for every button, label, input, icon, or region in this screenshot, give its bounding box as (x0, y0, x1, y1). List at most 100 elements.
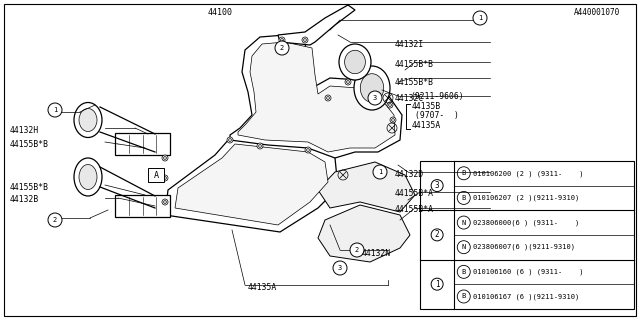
FancyBboxPatch shape (148, 168, 164, 182)
Text: 010106200 (2 ) (9311-    ): 010106200 (2 ) (9311- ) (473, 170, 583, 177)
Polygon shape (165, 138, 338, 232)
Text: 44155B*A: 44155B*A (395, 189, 434, 198)
Circle shape (48, 213, 62, 227)
Text: 023806007(6 )(9211-9310): 023806007(6 )(9211-9310) (473, 244, 575, 251)
Circle shape (392, 118, 394, 122)
Ellipse shape (354, 66, 390, 110)
Text: 2: 2 (435, 230, 440, 239)
Text: 1: 1 (435, 280, 440, 289)
Text: B: B (461, 170, 466, 176)
Text: 010106167 (6 )(9211-9310): 010106167 (6 )(9211-9310) (473, 293, 579, 300)
Ellipse shape (344, 50, 365, 74)
Circle shape (473, 11, 487, 25)
Polygon shape (175, 144, 328, 225)
Text: A440001070: A440001070 (573, 7, 620, 17)
Text: 44155B*B: 44155B*B (395, 60, 434, 68)
Text: 44132H: 44132H (10, 125, 39, 134)
Text: (9211-9606): (9211-9606) (410, 92, 463, 100)
Bar (420, 161, 634, 309)
Circle shape (228, 139, 232, 141)
Text: 010106207 (2 )(9211-9310): 010106207 (2 )(9211-9310) (473, 195, 579, 201)
Text: 44132B: 44132B (10, 196, 39, 204)
Bar (115, 133, 170, 155)
Text: 44132N: 44132N (362, 249, 391, 258)
Polygon shape (230, 35, 402, 158)
Text: N: N (461, 244, 466, 250)
Circle shape (368, 91, 382, 105)
Circle shape (307, 148, 310, 151)
Ellipse shape (79, 164, 97, 189)
Text: 3: 3 (338, 265, 342, 271)
Text: 44132I: 44132I (395, 39, 424, 49)
Circle shape (387, 102, 393, 108)
Ellipse shape (74, 102, 102, 138)
Text: 44135A: 44135A (248, 284, 277, 292)
Text: 44155B*B: 44155B*B (395, 77, 434, 86)
Ellipse shape (79, 108, 97, 132)
Polygon shape (318, 162, 415, 212)
Circle shape (280, 38, 284, 42)
Text: A: A (154, 171, 159, 180)
Circle shape (457, 167, 470, 180)
Circle shape (162, 155, 168, 161)
Circle shape (333, 261, 347, 275)
Ellipse shape (360, 74, 384, 102)
Circle shape (279, 37, 285, 43)
Text: 44155B*B: 44155B*B (10, 140, 49, 148)
Circle shape (259, 145, 262, 148)
Circle shape (163, 201, 166, 204)
Circle shape (163, 156, 166, 159)
Text: 3: 3 (435, 181, 440, 190)
Circle shape (162, 199, 168, 205)
Circle shape (325, 95, 331, 101)
Circle shape (48, 103, 62, 117)
Bar (115, 195, 170, 217)
Circle shape (305, 147, 311, 153)
Circle shape (302, 37, 308, 43)
Text: 44135A: 44135A (412, 121, 441, 130)
Circle shape (227, 137, 233, 143)
Circle shape (373, 165, 387, 179)
Text: 3: 3 (373, 95, 377, 101)
Text: 44132D: 44132D (395, 170, 424, 179)
Circle shape (457, 265, 470, 278)
Circle shape (457, 191, 470, 204)
Text: B: B (461, 269, 466, 275)
Circle shape (431, 229, 443, 241)
Text: 2: 2 (280, 45, 284, 51)
Circle shape (457, 241, 470, 254)
Circle shape (350, 243, 364, 257)
Circle shape (326, 97, 330, 100)
Polygon shape (238, 42, 395, 152)
Circle shape (346, 81, 349, 84)
Text: (9707-  ): (9707- ) (415, 110, 459, 119)
Text: 44155B*B: 44155B*B (10, 182, 49, 191)
Text: 44100: 44100 (207, 7, 232, 17)
Text: 023806000(6 ) (9311-    ): 023806000(6 ) (9311- ) (473, 219, 579, 226)
Text: 1: 1 (53, 107, 57, 113)
Text: 1: 1 (478, 15, 482, 21)
Circle shape (257, 143, 263, 149)
Circle shape (431, 278, 443, 290)
Ellipse shape (74, 158, 102, 196)
Text: B: B (461, 195, 466, 201)
Text: 44132C: 44132C (395, 93, 424, 102)
Text: 2: 2 (355, 247, 359, 253)
Circle shape (457, 216, 470, 229)
Polygon shape (318, 205, 410, 262)
Circle shape (163, 177, 166, 180)
Circle shape (431, 180, 443, 192)
Circle shape (390, 117, 396, 123)
Text: B: B (461, 293, 466, 300)
Circle shape (275, 41, 289, 55)
Polygon shape (278, 5, 355, 45)
Circle shape (457, 290, 470, 303)
Circle shape (345, 79, 351, 85)
Text: 1: 1 (378, 169, 382, 175)
Circle shape (303, 38, 307, 42)
Circle shape (388, 103, 392, 107)
Text: N: N (461, 220, 466, 226)
Text: 44135B: 44135B (412, 101, 441, 110)
Ellipse shape (339, 44, 371, 80)
Text: 010106160 (6 ) (9311-    ): 010106160 (6 ) (9311- ) (473, 268, 583, 275)
